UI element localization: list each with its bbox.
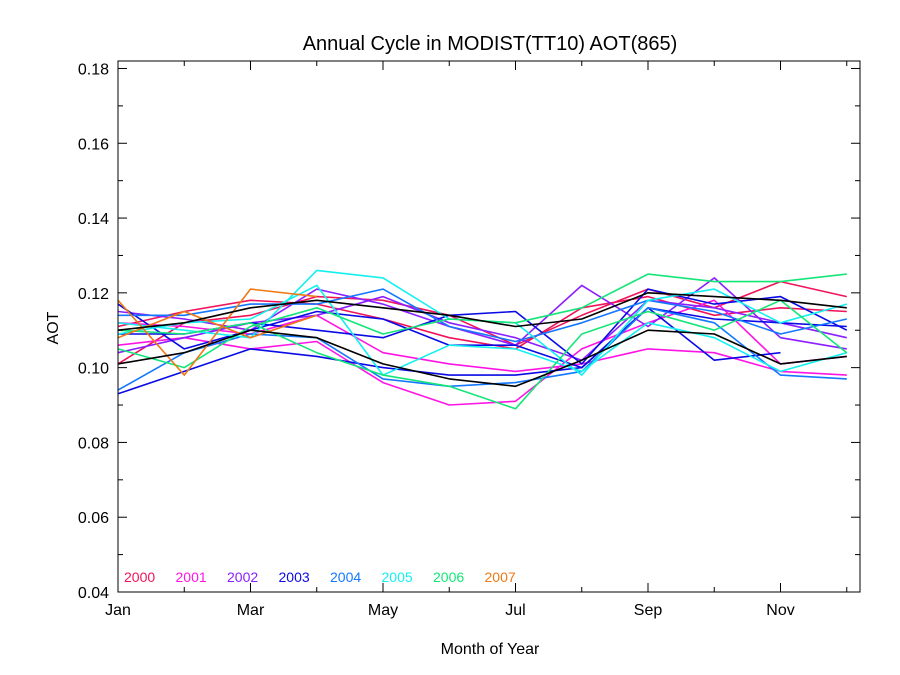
x-tick-label: Mar <box>237 602 265 619</box>
series-line-6 <box>117 307 781 395</box>
y-tick-label: 0.04 <box>78 585 109 602</box>
plot-area: 0.04 0.06 0.08 0.10 0.12 0.14 0.16 0.18 Jan Mar Ma… <box>78 60 861 619</box>
x-axis-label: Month of Year <box>441 641 540 658</box>
y-tick-label: 0.12 <box>78 286 109 303</box>
x-tick-label: Sep <box>634 602 663 619</box>
y-tick-label: 0.14 <box>78 211 109 228</box>
y-tick-label: 0.10 <box>78 361 109 378</box>
chart-title: Annual Cycle in MODIST(TT10) AOT(865) <box>303 33 678 55</box>
series-line-4 <box>117 277 847 350</box>
plot-frame <box>117 60 861 593</box>
series-line-16 <box>117 310 318 339</box>
legend-entry-2003: 2003 <box>279 569 310 585</box>
legend-entry-2001: 2001 <box>176 569 207 585</box>
y-tick-label: 0.16 <box>78 136 109 153</box>
legend-entry-2004: 2004 <box>330 569 361 585</box>
y-tick-label: 0.06 <box>78 510 109 527</box>
series-line-14 <box>117 299 848 410</box>
x-tick-label: Nov <box>766 602 794 619</box>
x-tick-label: Jan <box>105 602 131 619</box>
x-tick-label: May <box>368 602 398 619</box>
legend-entry-2007: 2007 <box>485 569 516 585</box>
series-line-15 <box>117 288 317 376</box>
series-line-18 <box>117 329 847 388</box>
legend-entry-2002: 2002 <box>227 569 258 585</box>
y-tick-label: 0.18 <box>78 61 109 78</box>
legend-entry-2006: 2006 <box>433 569 464 585</box>
y-tick-label: 0.08 <box>78 435 109 452</box>
x-tick-label: Jul <box>505 602 525 619</box>
series-line-12 <box>117 284 848 376</box>
series-line-9 <box>118 288 847 343</box>
legend-entry-2000: 2000 <box>124 569 155 585</box>
y-axis-label: AOT <box>45 311 62 344</box>
series-line-17 <box>117 292 847 331</box>
legend-entry-2005: 2005 <box>382 569 413 585</box>
